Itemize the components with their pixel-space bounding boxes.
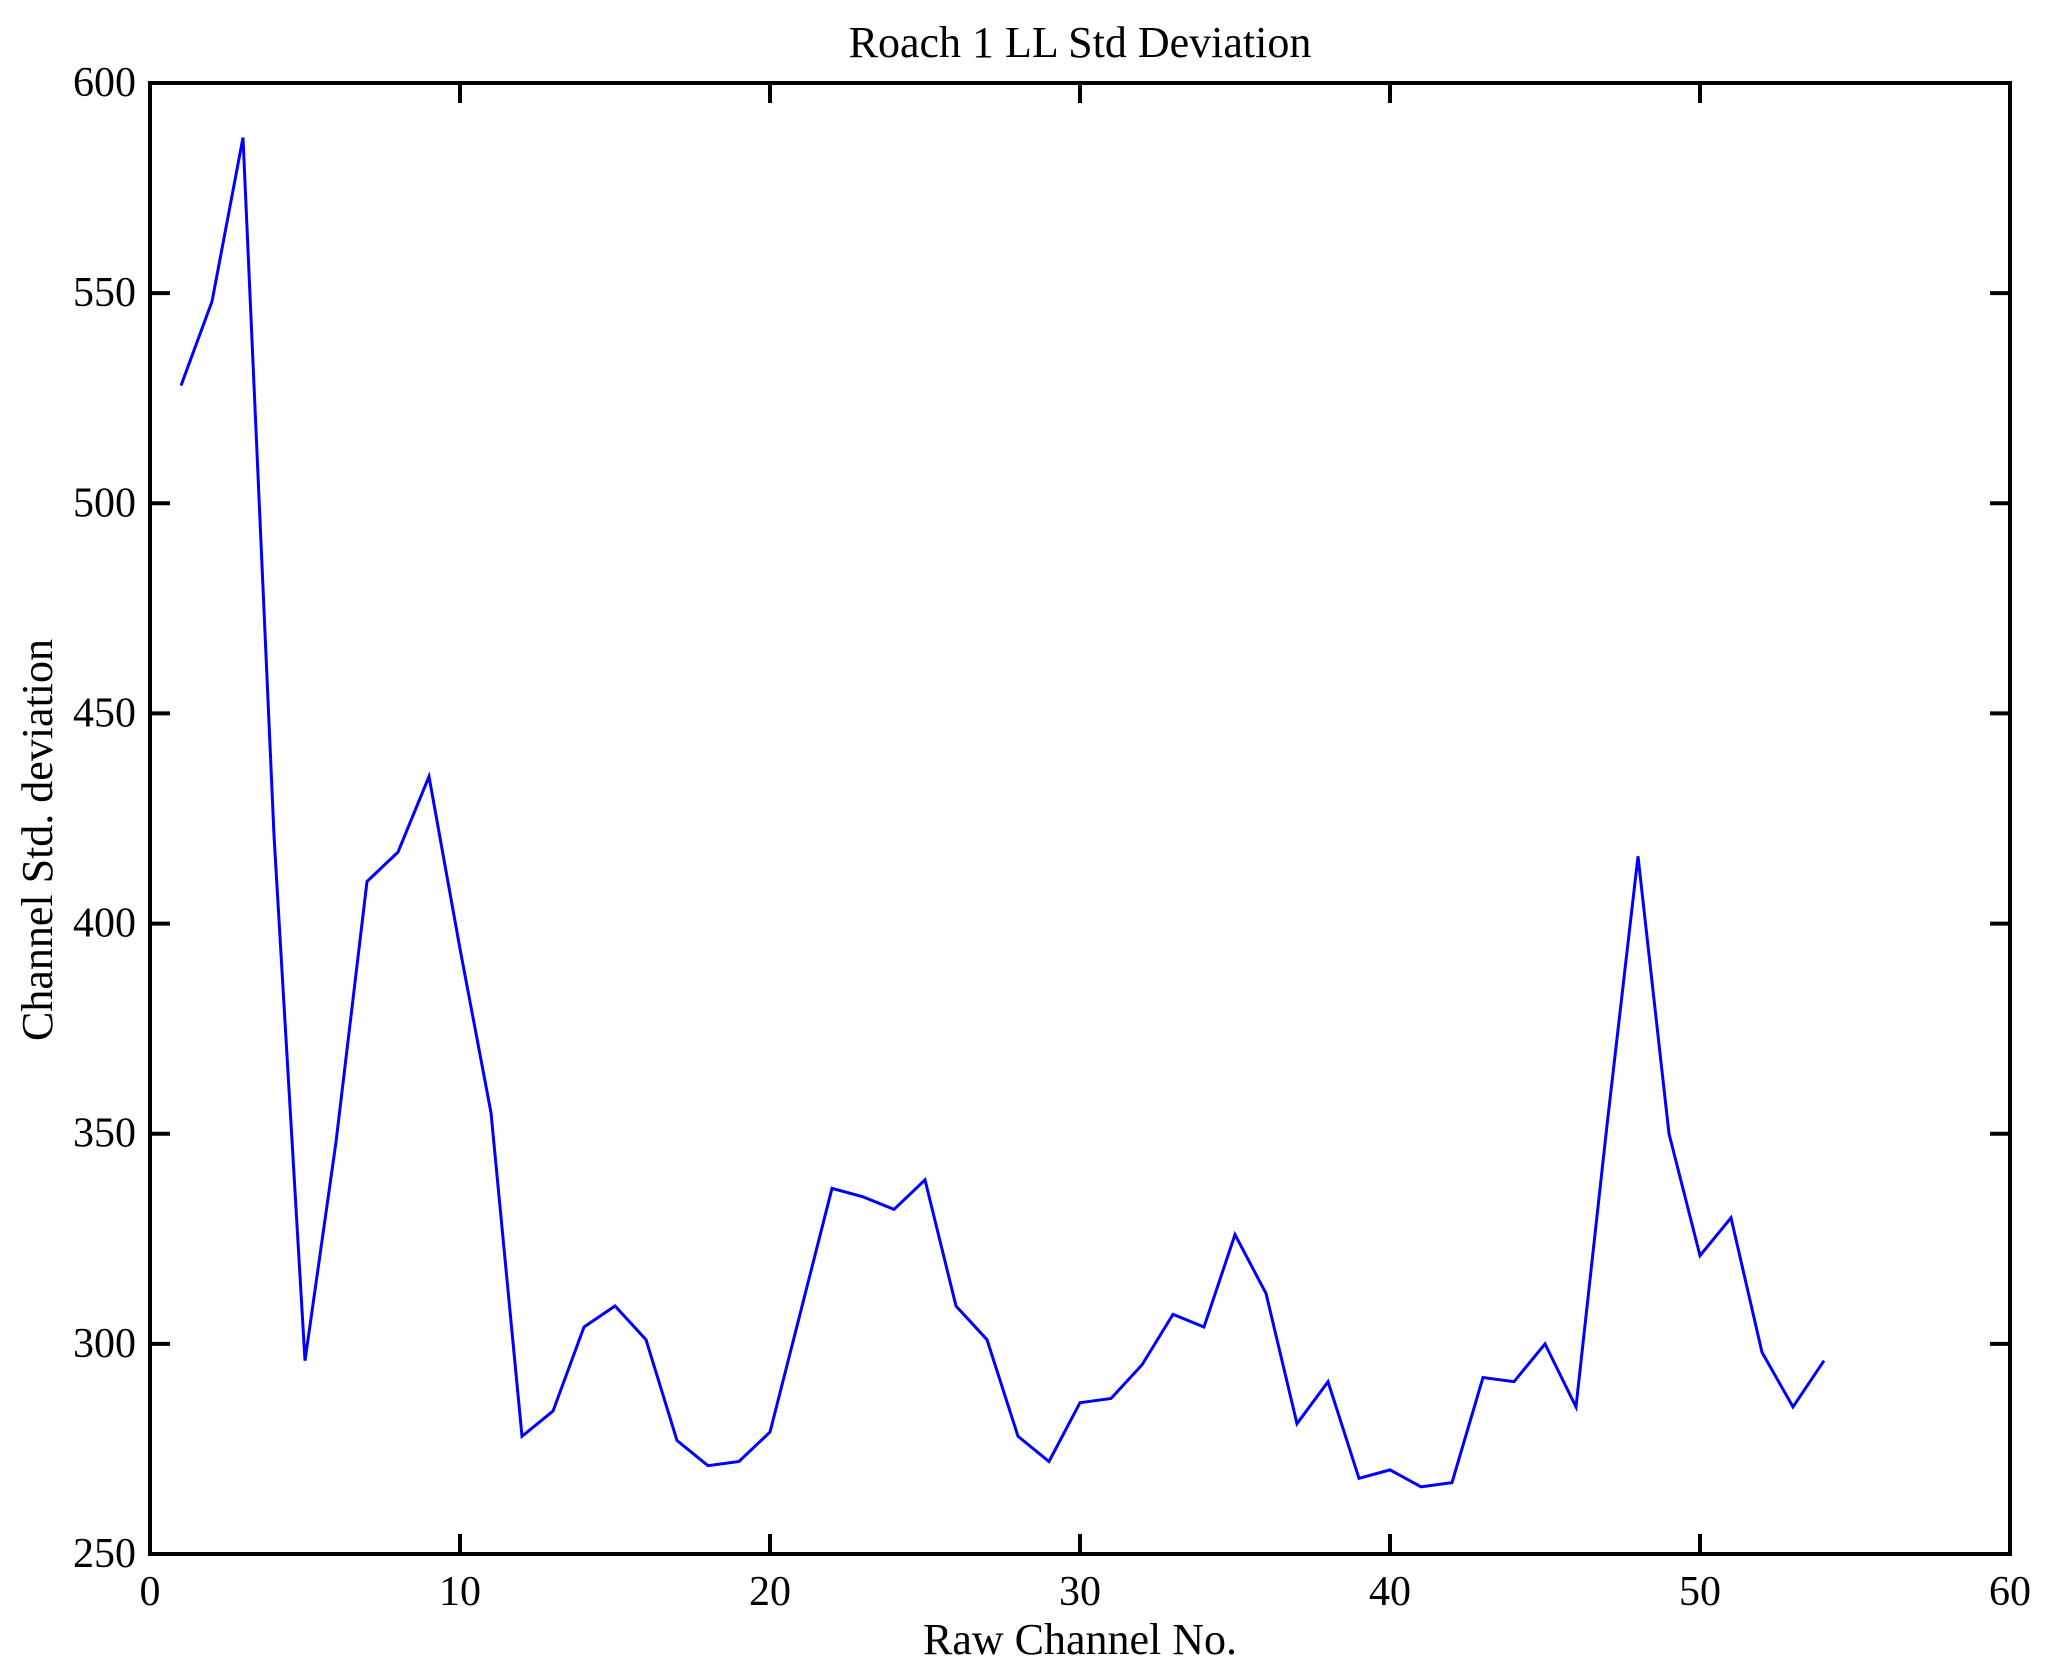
y-tick-label: 350 [73, 1111, 136, 1157]
data-line [179, 137, 1826, 1489]
x-tick-label: 30 [1059, 1569, 1101, 1615]
y-tick-label: 550 [73, 270, 136, 316]
x-tick-label: 0 [140, 1569, 161, 1615]
plot-box [148, 81, 2012, 1556]
x-tick-label: 50 [1679, 1569, 1721, 1615]
y-tick-label: 300 [73, 1321, 136, 1367]
x-tick-label: 40 [1369, 1569, 1411, 1615]
x-tick-label: 60 [1989, 1569, 2031, 1615]
axes-group: 0 10 20 30 40 50 60 250 300 350 400 450 500 550 600 [73, 60, 2031, 1615]
y-axis-label: Channel Std. deviation [13, 639, 62, 1041]
y-tick-label: 500 [73, 480, 136, 526]
y-tick-label: 450 [73, 690, 136, 736]
y-tick-label: 250 [73, 1531, 136, 1577]
x-tick-label: 20 [749, 1569, 791, 1615]
x-axis-label: Raw Channel No. [923, 1615, 1237, 1664]
chart-title: Roach 1 LL Std Deviation [849, 18, 1312, 67]
x-tick-label: 10 [439, 1569, 481, 1615]
y-tick-label: 600 [73, 60, 136, 106]
y-tick-label: 400 [73, 901, 136, 947]
